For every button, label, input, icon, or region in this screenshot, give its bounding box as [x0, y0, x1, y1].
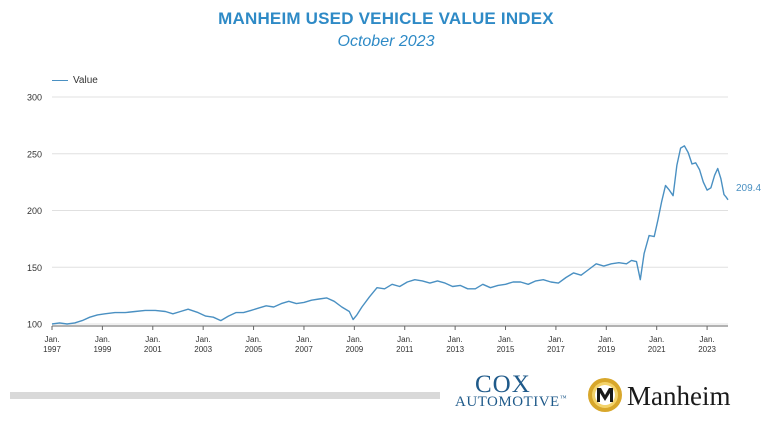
x-tick-label-month-2009: Jan.: [347, 335, 362, 344]
x-tick-label-year-2021: 2021: [648, 345, 666, 354]
y-tick-label-150: 150: [27, 263, 42, 273]
cox-automotive-logo: COX AUTOMOTIVE™: [455, 372, 567, 410]
trademark-mark: ™: [559, 394, 568, 402]
x-tick-label-year-2005: 2005: [245, 345, 263, 354]
y-tick-label-100: 100: [27, 320, 42, 330]
x-tick-label-month-2015: Jan.: [498, 335, 513, 344]
x-tick-label-month-1999: Jan.: [95, 335, 110, 344]
y-tick-label-250: 250: [27, 149, 42, 159]
x-tick-label-year-2013: 2013: [446, 345, 464, 354]
cox-logo-text: COX: [475, 371, 531, 398]
x-tick-label-month-2007: Jan.: [296, 335, 311, 344]
x-tick-label-month-2013: Jan.: [448, 335, 463, 344]
x-tick-label-month-2017: Jan.: [548, 335, 563, 344]
series-line-value: [51, 145, 729, 325]
chart-title: MANHEIM USED VEHICLE VALUE INDEX: [218, 9, 554, 28]
x-tick-label-month-1997: Jan.: [44, 335, 59, 344]
line-chart: 100150200250300Jan.1997Jan.1999Jan.2001J…: [27, 93, 761, 355]
x-tick-label-month-2021: Jan.: [649, 335, 664, 344]
x-tick-label-year-2001: 2001: [144, 345, 162, 354]
x-tick-label-year-2015: 2015: [497, 345, 515, 354]
x-tick-label-month-2011: Jan.: [397, 335, 412, 344]
chart-subtitle: October 2023: [337, 33, 435, 50]
x-tick-label-year-2023: 2023: [698, 345, 716, 354]
manheim-wordmark: Manheim: [627, 381, 731, 411]
x-tick-label-year-1999: 1999: [93, 345, 111, 354]
x-tick-label-year-2003: 2003: [194, 345, 212, 354]
x-tick-label-year-2011: 2011: [396, 345, 414, 354]
automotive-logo-text: AUTOMOTIVE: [455, 394, 560, 410]
x-tick-label-year-1997: 1997: [43, 345, 61, 354]
x-tick-label-year-2007: 2007: [295, 345, 313, 354]
footer-bar: [10, 392, 440, 399]
x-tick-label-month-2001: Jan.: [145, 335, 160, 344]
x-tick-label-month-2003: Jan.: [196, 335, 211, 344]
x-tick-label-month-2005: Jan.: [246, 335, 261, 344]
x-tick-label-month-2023: Jan.: [700, 335, 715, 344]
legend-label: Value: [73, 75, 98, 86]
legend-line-swatch: [52, 80, 68, 81]
manheim-emblem-icon: [588, 378, 622, 412]
x-tick-label-year-2019: 2019: [597, 345, 615, 354]
end-value-label: 209.4: [736, 183, 761, 194]
x-tick-label-month-2019: Jan.: [599, 335, 614, 344]
y-tick-label-300: 300: [27, 93, 42, 103]
legend: Value: [52, 75, 98, 86]
x-tick-label-year-2009: 2009: [345, 345, 363, 354]
x-tick-label-year-2017: 2017: [547, 345, 565, 354]
y-tick-label-200: 200: [27, 206, 42, 216]
